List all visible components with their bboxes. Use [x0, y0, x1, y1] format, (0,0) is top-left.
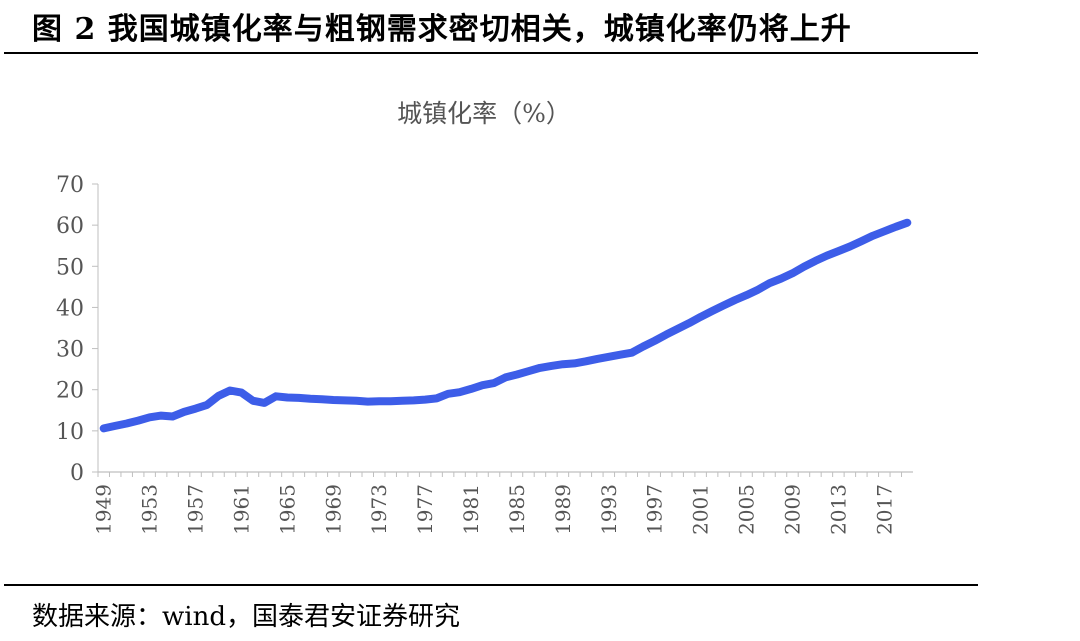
- source-rule: [4, 584, 978, 586]
- x-tick-label: 2009: [780, 484, 804, 535]
- chart-title: 城镇化率（%）: [397, 99, 571, 128]
- y-tick-label: 20: [56, 379, 84, 404]
- chart-container: 城镇化率（%） 0 10 20 30 40 50 60 70 1949 1953 1957 1961…: [0, 56, 1080, 576]
- source-note: 数据来源：wind，国泰君安证券研究: [32, 596, 460, 633]
- source-text: wind，国泰君安证券研究: [162, 602, 460, 632]
- y-tick-label: 30: [56, 338, 84, 363]
- x-tick-label: 2017: [872, 484, 896, 535]
- x-tick-label: 2005: [735, 484, 759, 535]
- x-tick-label: 1961: [229, 484, 253, 535]
- x-tick-label: 1957: [184, 484, 208, 535]
- source-label: 数据来源：: [32, 602, 163, 632]
- x-tick-label: 2001: [689, 484, 713, 535]
- x-tick-label: 2013: [826, 484, 850, 535]
- title-rule: [4, 52, 978, 54]
- x-tick-label: 1993: [597, 484, 621, 535]
- y-tick-label: 10: [56, 420, 84, 445]
- x-tick-label: 1949: [92, 484, 116, 535]
- y-axis: 0 10 20 30 40 50 60 70: [56, 173, 99, 486]
- x-tick-label: 1981: [459, 484, 483, 535]
- figure-title: 图 2 我国城镇化率与粗钢需求密切相关，城镇化率仍将上升: [32, 12, 852, 47]
- x-tick-label: 1973: [367, 484, 391, 535]
- series-line-urbanization: [99, 218, 912, 433]
- x-tick-label: 1977: [413, 484, 437, 535]
- y-tick-label: 0: [70, 461, 84, 486]
- x-tick-label: 1985: [505, 484, 529, 535]
- y-tick-label: 60: [56, 214, 84, 239]
- y-tick-label: 40: [56, 296, 84, 321]
- x-tick-label: 1989: [551, 484, 575, 535]
- y-tick-label: 50: [56, 255, 84, 280]
- x-tick-label: 1969: [321, 484, 345, 535]
- y-tick-label: 70: [56, 173, 84, 198]
- x-tick-label: 1965: [275, 484, 299, 535]
- series-layer: [99, 218, 912, 433]
- x-tick-label: 1953: [138, 484, 162, 535]
- x-axis: 1949 1953 1957 1961 1965 1969 1973 1977 1981 1985…: [92, 471, 913, 535]
- x-tick-label: 1997: [643, 484, 667, 535]
- line-chart: 城镇化率（%） 0 10 20 30 40 50 60 70 1949 1953 1957 1961…: [56, 99, 913, 535]
